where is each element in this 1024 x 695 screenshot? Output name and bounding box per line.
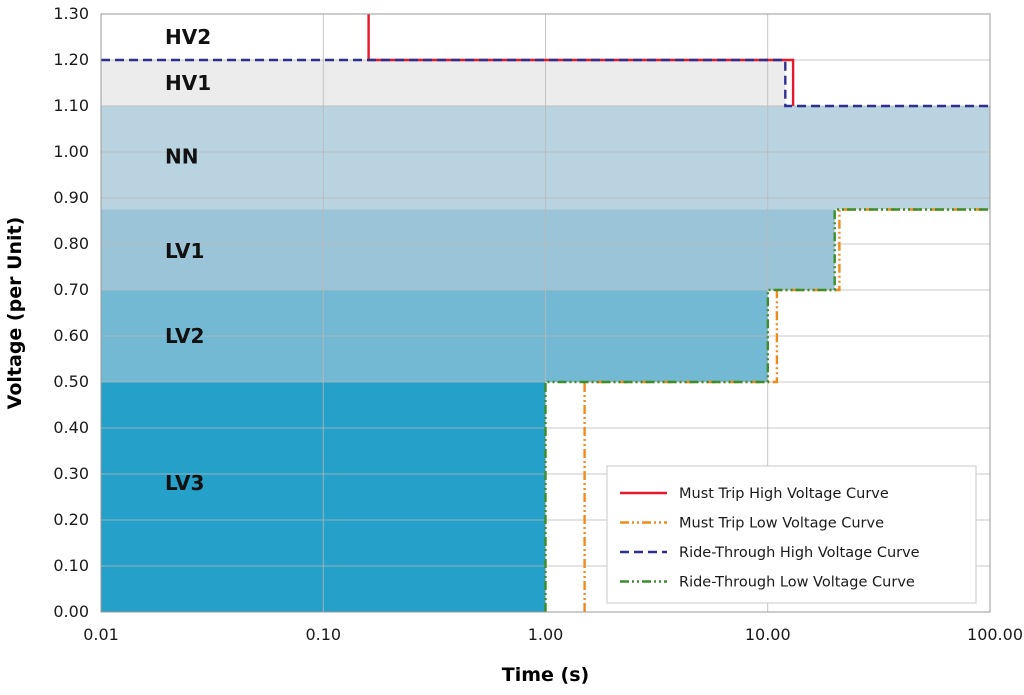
legend-label-0: Must Trip High Voltage Curve bbox=[679, 486, 889, 502]
legend-label-2: Ride-Through High Voltage Curve bbox=[679, 545, 920, 561]
legend-label-3: Ride-Through Low Voltage Curve bbox=[679, 575, 915, 591]
region-hv1 bbox=[101, 60, 786, 106]
y-tick-label: 0.40 bbox=[53, 418, 89, 437]
region-label-hv2: HV2 bbox=[165, 25, 211, 49]
y-tick-label: 0.90 bbox=[53, 188, 89, 207]
y-tick-label: 0.20 bbox=[53, 510, 89, 529]
y-tick-label: 1.00 bbox=[53, 142, 89, 161]
x-tick-label: 10.00 bbox=[745, 625, 791, 644]
x-tick-label: 100.00 bbox=[967, 625, 1023, 644]
legend-label-1: Must Trip Low Voltage Curve bbox=[679, 516, 884, 532]
y-tick-label: 1.10 bbox=[53, 96, 89, 115]
series-line-2 bbox=[101, 58, 990, 108]
region-label-hv1: HV1 bbox=[165, 71, 211, 95]
y-tick-label: 0.10 bbox=[53, 556, 89, 575]
x-axis-title: Time (s) bbox=[502, 664, 589, 686]
region-label-lv1: LV1 bbox=[165, 239, 204, 263]
y-tick-label: 0.00 bbox=[53, 602, 89, 621]
legend: Must Trip High Voltage Curve Must Trip Lo… bbox=[606, 465, 977, 604]
region-lv1 bbox=[101, 209, 835, 290]
region-label-lv2: LV2 bbox=[165, 324, 204, 348]
y-tick-label: 0.50 bbox=[53, 372, 89, 391]
y-tick-label: 0.30 bbox=[53, 464, 89, 483]
x-tick-label: 0.01 bbox=[83, 625, 119, 644]
region-label-lv3: LV3 bbox=[165, 471, 204, 495]
x-tick-label: 0.10 bbox=[305, 625, 341, 644]
y-tick-label: 1.30 bbox=[53, 4, 89, 23]
y-axis-title: Voltage (per Unit) bbox=[4, 217, 26, 410]
legend-box bbox=[606, 465, 977, 604]
region-label-nn: NN bbox=[165, 145, 198, 169]
y-tick-label: 0.60 bbox=[53, 326, 89, 345]
y-tick-label: 1.20 bbox=[53, 50, 89, 69]
x-tick-label: 1.00 bbox=[528, 625, 564, 644]
plot-border bbox=[100, 13, 991, 613]
y-tick-label: 0.80 bbox=[53, 234, 89, 253]
y-tick-label: 0.70 bbox=[53, 280, 89, 299]
